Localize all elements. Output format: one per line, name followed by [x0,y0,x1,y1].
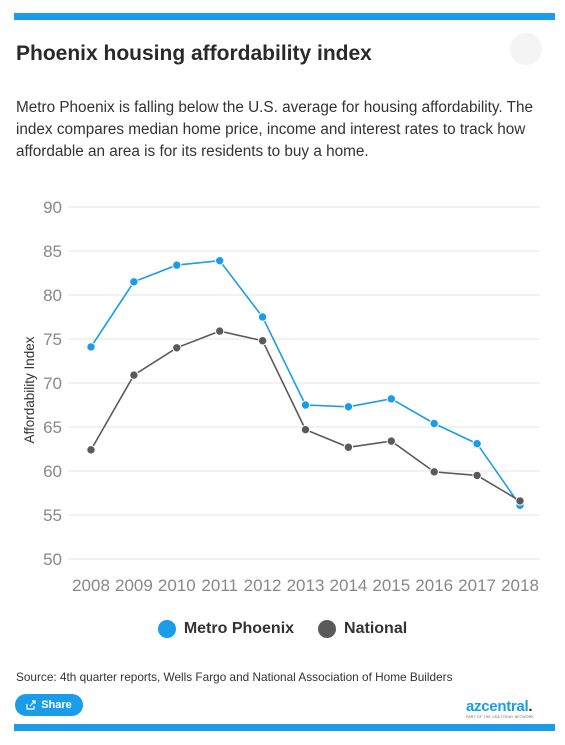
logo-dot: . [528,698,533,715]
legend-item-metro-phoenix: Metro Phoenix [157,620,295,638]
y-tick-label-50: 50 [43,550,62,569]
y-tick-label-90: 90 [43,198,62,217]
line-chart: 90 85 80 75 70 65 60 55 50 2008 2009 2010 2011 2012 2… [22,198,540,595]
data-point-metro-phoenix-2012 [257,312,268,322]
x-tick-label-2009: 2009 [115,576,153,595]
data-point-metro-phoenix-2014 [343,402,354,412]
data-point-metro-phoenix-2017 [472,439,482,449]
y-tick-label-75: 75 [43,330,62,349]
share-button-label: Share [41,699,72,711]
data-point-national-2016 [429,467,439,477]
x-tick-label-2017: 2017 [458,576,496,595]
share-button[interactable]: Share [15,694,83,716]
data-point-metro-phoenix-2008 [86,342,96,352]
share-icon [26,700,36,710]
data-point-national-2011 [215,326,225,336]
data-point-national-2015 [386,436,396,446]
source-note: Source: 4th quarter reports, Wells Fargo… [16,670,453,684]
x-tick-label-2008: 2008 [72,576,110,595]
x-tick-label-2015: 2015 [372,576,410,595]
data-point-metro-phoenix-2009 [129,277,139,287]
data-point-national-2018 [515,496,525,506]
x-tick-label-2014: 2014 [329,576,367,595]
x-tick-label-2018: 2018 [501,576,539,595]
data-point-national-2013 [300,424,311,435]
bottom-accent-bar [14,724,555,731]
legend-item-national: National [318,620,407,638]
data-point-national-2009 [129,370,139,380]
data-point-metro-phoenix-2010 [172,260,182,270]
y-axis-label: Affordability Index [22,336,37,443]
logo-text: azcentral [466,698,529,715]
y-tick-label-55: 55 [43,506,62,525]
data-point-metro-phoenix-2016 [429,418,439,429]
legend-label-metro-phoenix: Metro Phoenix [183,620,295,637]
x-tick-label-2016: 2016 [415,576,453,595]
data-point-national-2012 [257,336,268,346]
data-point-metro-phoenix-2011 [215,255,225,266]
x-tick-label-2010: 2010 [158,576,196,595]
data-point-metro-phoenix-2015 [386,394,396,404]
legend-marker-metro-phoenix [157,620,176,638]
top-accent-bar [14,13,555,20]
data-point-national-2008 [86,445,96,455]
data-point-national-2010 [172,343,182,353]
y-tick-label-70: 70 [43,374,62,393]
legend-label-national: National [344,620,408,637]
x-tick-label-2011: 2011 [201,576,238,595]
x-tick-label-2012: 2012 [244,576,282,595]
page-title: Phoenix housing affordability index [16,42,372,65]
chart-legend: Metro Phoenix National [0,620,565,638]
azcentral-logo[interactable]: azcentral. PART OF THE USA TODAY NETWORK [466,699,534,719]
y-tick-label-80: 80 [43,286,62,305]
y-tick-label-85: 85 [43,242,62,261]
series-line-national [90,330,521,502]
decorative-circle [510,33,542,65]
logo-tagline: PART OF THE USA TODAY NETWORK [466,715,534,719]
data-point-national-2017 [472,470,482,481]
y-tick-label-60: 60 [43,462,62,481]
chart-description: Metro Phoenix is falling below the U.S. … [16,99,533,160]
data-point-metro-phoenix-2013 [300,400,311,410]
y-tick-label-65: 65 [43,418,62,437]
data-point-national-2014 [343,442,354,452]
legend-marker-national [318,620,337,638]
x-tick-label-2013: 2013 [287,576,325,595]
